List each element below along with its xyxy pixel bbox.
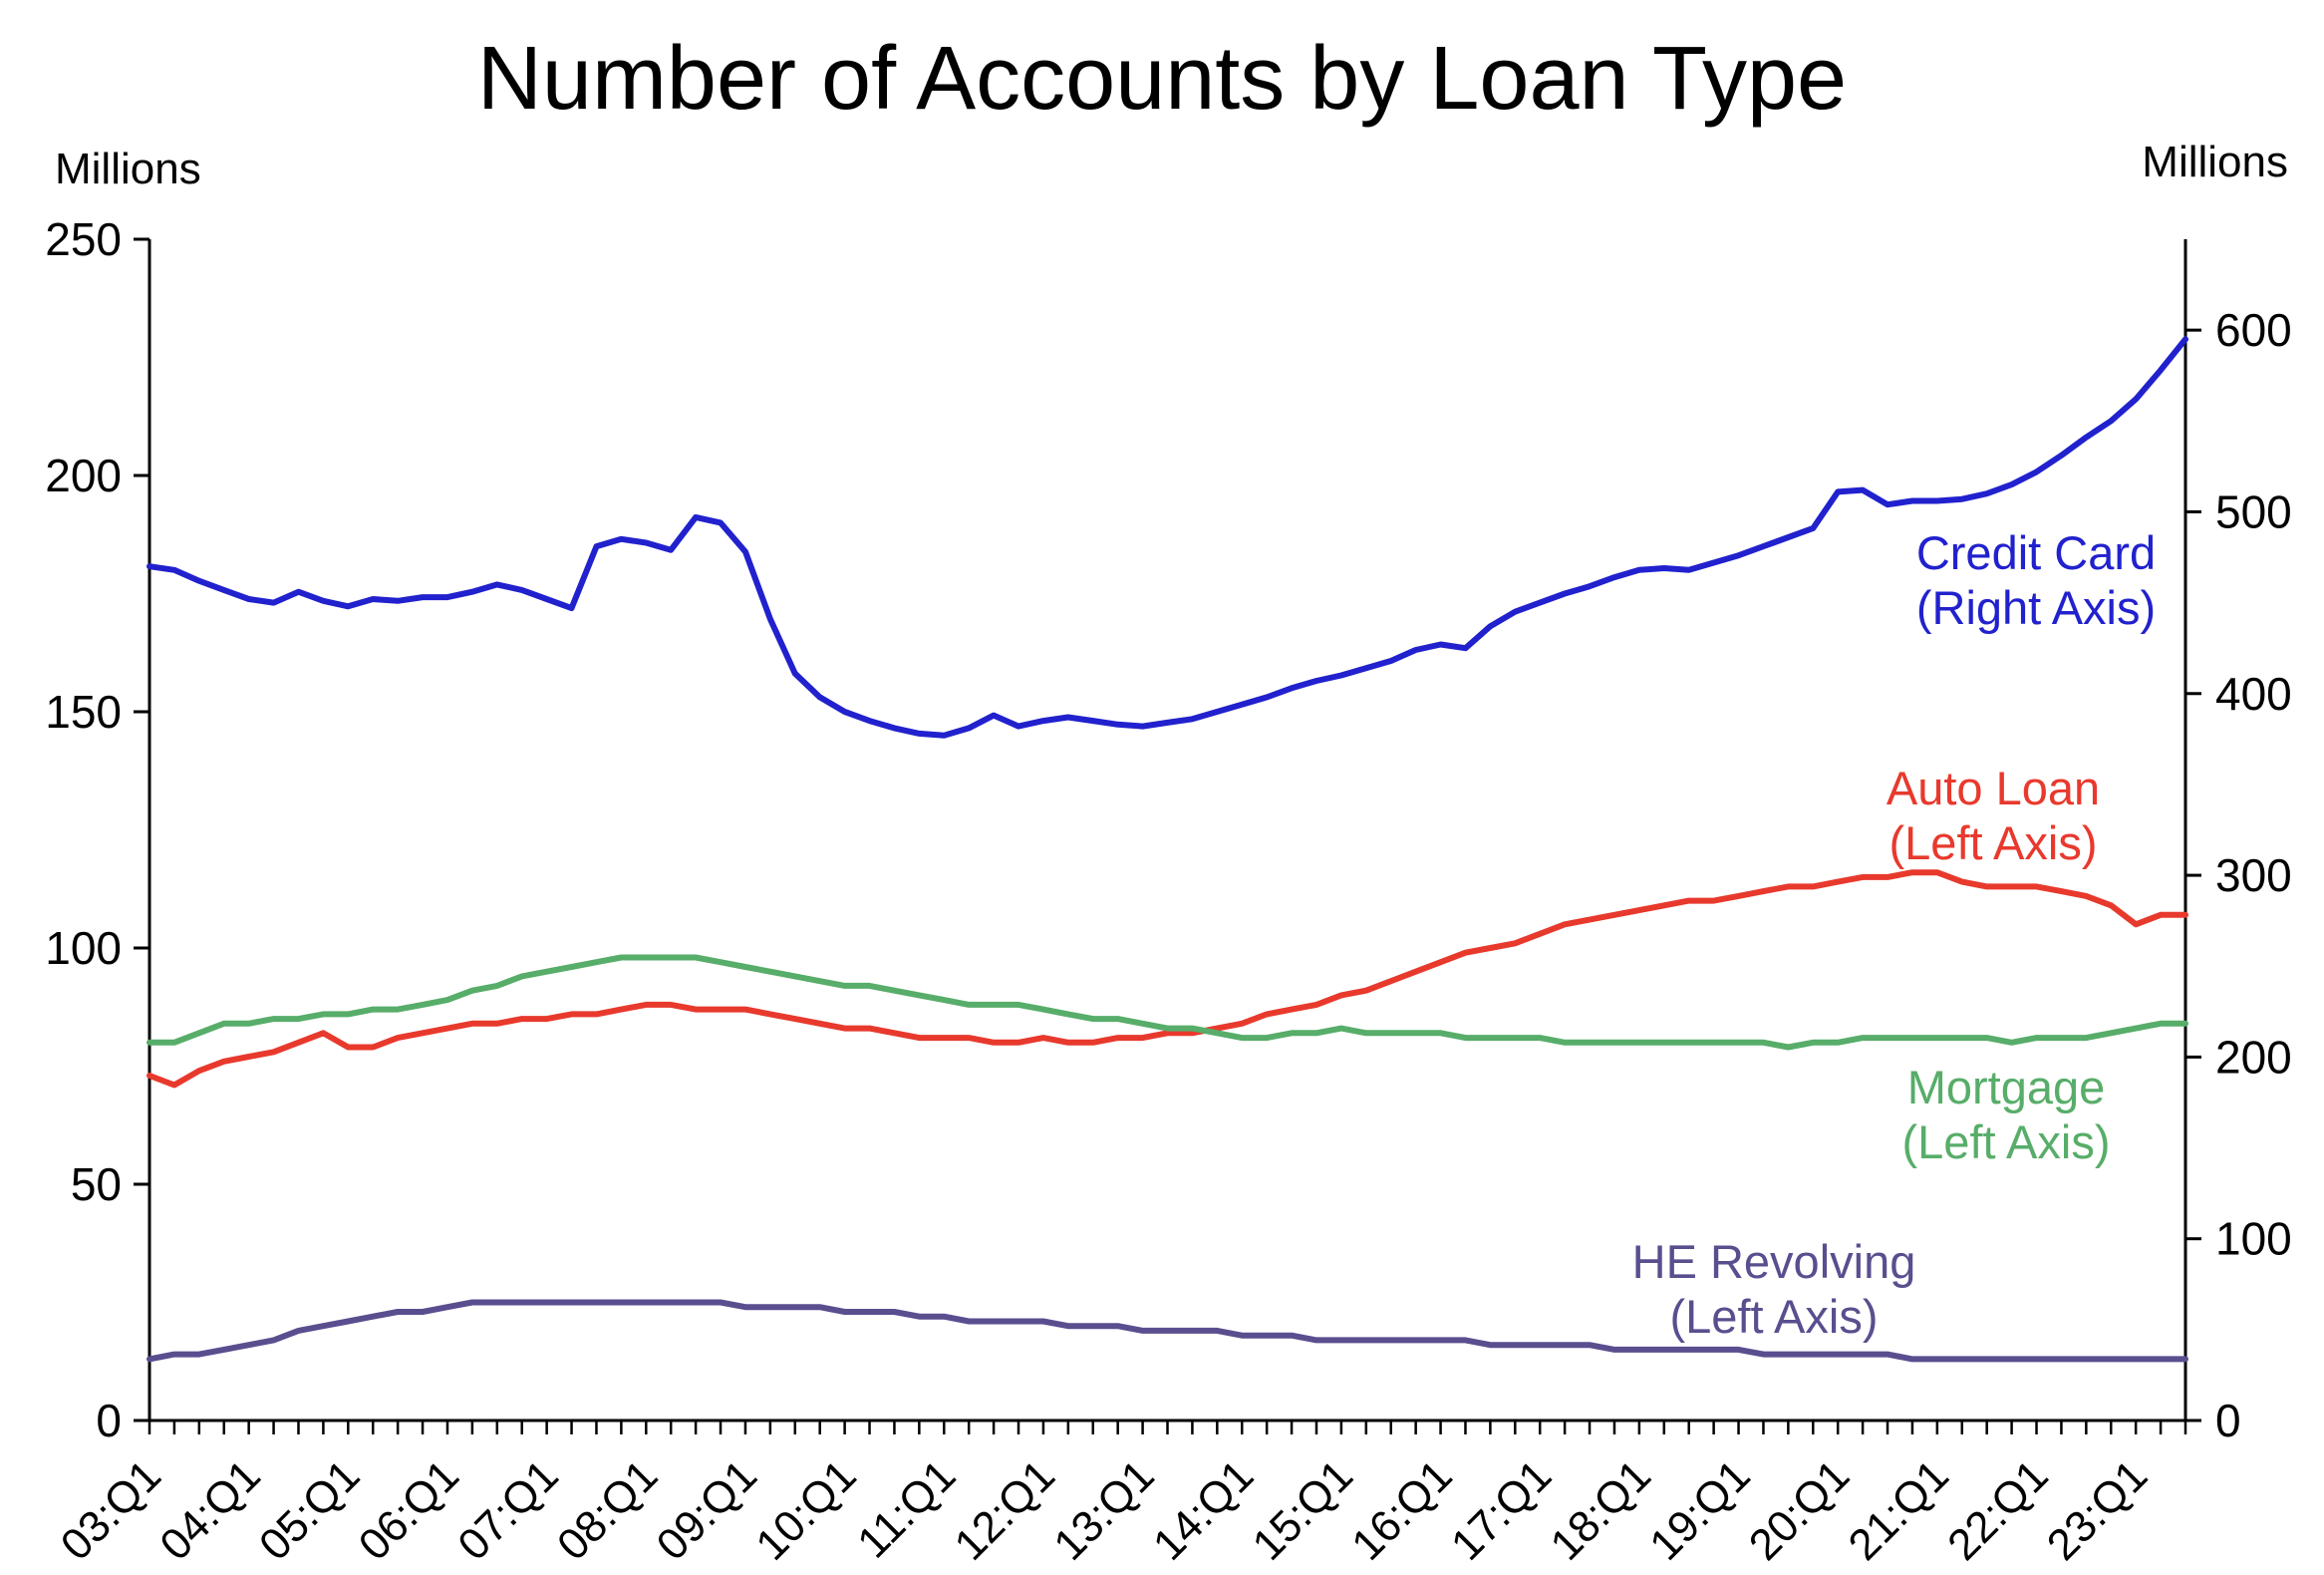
x-axis-tick-label: 18:Q1 bbox=[1542, 1450, 1660, 1569]
x-axis-tick-label: 04:Q1 bbox=[150, 1450, 269, 1569]
y-axis-left-tick-label: 50 bbox=[71, 1158, 122, 1210]
series-auto-loan: Auto Loan(Left Axis) bbox=[146, 762, 2188, 1089]
x-axis-tick-label: 13:Q1 bbox=[1044, 1450, 1163, 1569]
series-annotation-auto-loan-line2: (Left Axis) bbox=[1889, 816, 2098, 869]
series-annotation-mortgage-line1: Mortgage bbox=[1907, 1061, 2106, 1113]
x-axis-tick-label: 15:Q1 bbox=[1244, 1450, 1362, 1569]
series-mortgage: Mortgage(Left Axis) bbox=[146, 954, 2188, 1168]
y-axis-right-tick-label: 500 bbox=[2215, 485, 2292, 537]
series-he-revolving: HE Revolving(Left Axis) bbox=[146, 1235, 2188, 1363]
x-axis-tick-label: 03:Q1 bbox=[52, 1450, 170, 1569]
x-axis-tick-label: 16:Q1 bbox=[1342, 1450, 1461, 1569]
y-axis-left: 0 50 100 150 200 250 bbox=[45, 213, 149, 1446]
series-line-he-revolving bbox=[146, 1299, 2188, 1363]
x-axis-tick-label: 23:Q1 bbox=[2038, 1450, 2157, 1569]
series-credit-card: Credit Card(Right Axis) bbox=[146, 336, 2188, 739]
chart-title: Number of Accounts by Loan Type bbox=[476, 29, 1848, 129]
y-axis-right-tick-label: 600 bbox=[2215, 304, 2292, 356]
y-axis-right: 0 100 200 300 400 500 600 bbox=[2185, 304, 2292, 1446]
y-axis-left-tick-label: 0 bbox=[96, 1395, 122, 1446]
x-axis-tick-label: 22:Q1 bbox=[1938, 1450, 2057, 1569]
series-annotation-auto-loan-line1: Auto Loan bbox=[1887, 762, 2100, 814]
x-axis-tick-label: 12:Q1 bbox=[946, 1450, 1064, 1569]
y-axis-right-tick-label: 200 bbox=[2215, 1031, 2292, 1083]
series-annotation-he-revolving-line2: (Left Axis) bbox=[1670, 1290, 1879, 1343]
x-axis-tick-label: 17:Q1 bbox=[1442, 1450, 1561, 1569]
right-axis-units-label: Millions bbox=[2142, 138, 2288, 186]
series-line-auto-loan bbox=[146, 869, 2188, 1089]
x-axis: 03:Q104:Q105:Q106:Q107:Q108:Q109:Q110:Q1… bbox=[52, 1420, 2187, 1570]
left-axis-units-label: Millions bbox=[55, 145, 201, 193]
series-line-mortgage bbox=[146, 954, 2188, 1051]
x-axis-tick-label: 10:Q1 bbox=[746, 1450, 865, 1569]
x-axis-tick-label: 11:Q1 bbox=[848, 1450, 965, 1567]
x-axis-tick-label: 09:Q1 bbox=[648, 1450, 766, 1569]
x-axis-tick-label: 21:Q1 bbox=[1840, 1450, 1958, 1569]
series-annotation-he-revolving-line1: HE Revolving bbox=[1632, 1235, 1916, 1288]
y-axis-left-tick-label: 250 bbox=[45, 213, 122, 265]
series-annotation-credit-card-line1: Credit Card bbox=[1916, 526, 2156, 579]
y-axis-left-tick-label: 200 bbox=[45, 450, 122, 501]
x-axis-tick-label: 14:Q1 bbox=[1144, 1450, 1263, 1569]
x-axis-tick-label: 20:Q1 bbox=[1740, 1450, 1859, 1569]
x-axis-tick-label: 08:Q1 bbox=[548, 1450, 667, 1569]
y-axis-left-tick-label: 150 bbox=[45, 686, 122, 738]
x-axis-tick-label: 19:Q1 bbox=[1640, 1450, 1759, 1569]
series-annotation-credit-card-line2: (Right Axis) bbox=[1916, 581, 2156, 634]
y-axis-right-tick-label: 300 bbox=[2215, 849, 2292, 901]
series-annotation-mortgage-line2: (Left Axis) bbox=[1902, 1115, 2111, 1168]
y-axis-right-tick-label: 0 bbox=[2215, 1395, 2241, 1446]
x-axis-tick-label: 06:Q1 bbox=[350, 1450, 468, 1569]
y-axis-right-tick-label: 400 bbox=[2215, 668, 2292, 720]
series-line-credit-card bbox=[146, 336, 2188, 739]
y-axis-right-tick-label: 100 bbox=[2215, 1213, 2292, 1265]
x-axis-tick-label: 05:Q1 bbox=[250, 1450, 369, 1569]
x-axis-tick-label: 07:Q1 bbox=[448, 1450, 567, 1569]
y-axis-left-tick-label: 100 bbox=[45, 922, 122, 974]
